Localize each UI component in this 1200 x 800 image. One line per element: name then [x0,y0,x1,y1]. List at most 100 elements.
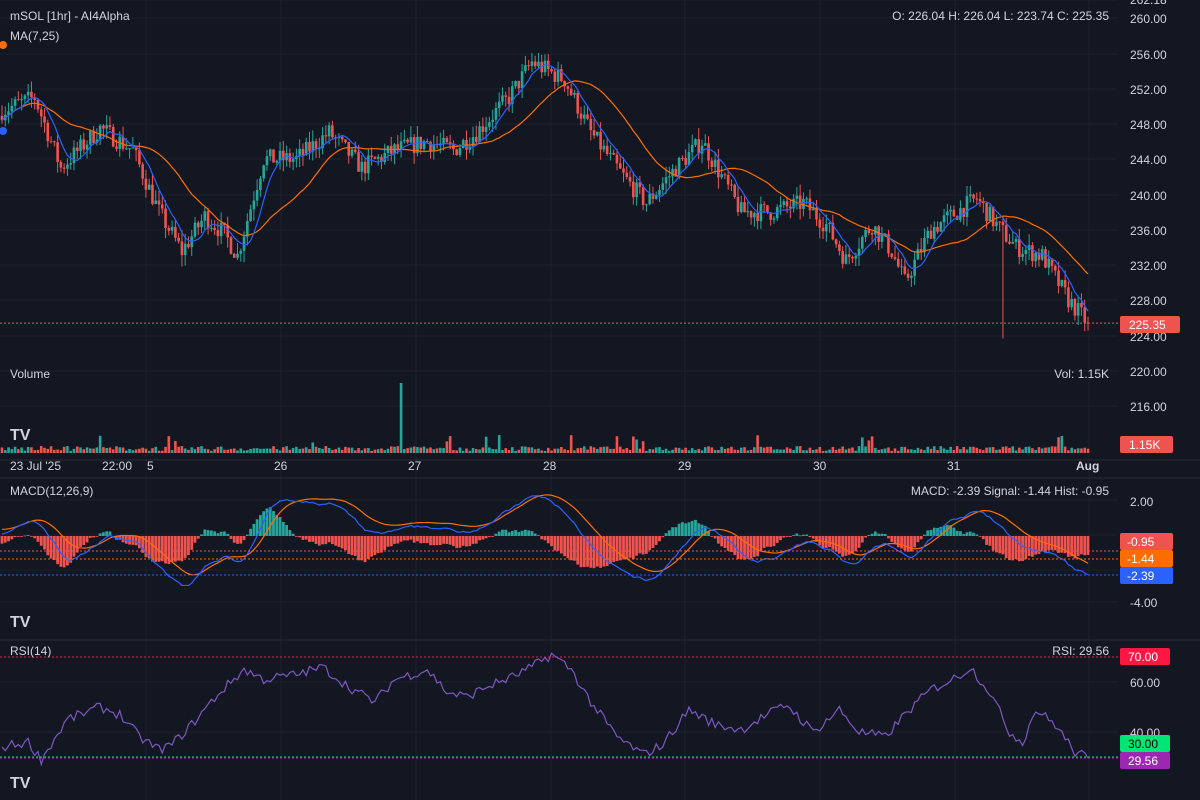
volume-bar [913,449,916,453]
macd-hist-bar [327,536,331,543]
candle-body [180,241,184,256]
macd-hist-bar [628,536,632,558]
candle-body [131,147,135,149]
macd-hist-bar [900,536,903,549]
macd-hist-bar [396,536,400,544]
macd-hist-bar [517,532,521,536]
volume-bar [507,449,511,453]
macd-hist-bar [870,533,874,536]
macd-hist-bar [203,529,207,536]
candle-body [556,69,560,82]
candle-body [125,148,128,150]
candle-body [798,195,802,209]
candle-body [373,157,377,159]
macd-hist-bar [1076,536,1080,556]
candle-body [380,156,383,163]
volume-bar [625,448,629,453]
macd-hist-bar [638,536,642,554]
macd-hist-bar [386,536,390,547]
candle-body [707,143,710,161]
candle-body [376,156,380,159]
volume-bar [236,450,239,453]
candle-body [1073,298,1077,316]
candle-body [7,111,10,115]
candle-body [681,157,684,159]
candle-body [592,130,596,136]
candle-body [880,234,884,242]
candle-body [1018,239,1021,258]
volume-bar [321,448,324,453]
macd-hist-bar [553,536,557,551]
candle-body [262,165,265,179]
macd-hist-bar [56,536,60,565]
candle-body [893,257,897,259]
volume-tag: 1.15K [1120,436,1173,453]
volume-bar [108,447,112,453]
volume-bar [687,450,691,453]
volume-bar [10,449,14,453]
volume-bar [540,450,544,453]
volume-bar [782,449,786,453]
macd-hist-bar [1080,536,1083,555]
candle-body [275,160,279,163]
volume-bar [553,448,557,453]
candle-body [370,155,373,158]
volume-bar [632,436,635,453]
candle-body [910,275,913,278]
ma7-marker [0,127,7,135]
volume-bar [524,446,527,453]
price-tick: 240.00 [1130,189,1167,203]
macd-hist-bar [363,536,367,563]
candle-body [282,150,285,161]
macd-hist-bar [546,536,550,544]
candle-body [586,114,589,119]
macd-hist-bar [1027,536,1031,557]
macd-hist-bar [255,519,259,536]
candle-body [860,237,864,249]
volume-bar [396,446,400,453]
ma-legend: MA(7,25) [10,29,59,43]
macd-hist-bar [481,536,485,540]
rsi-lower-tag: 30.00 [1120,735,1170,752]
macd-hist-bar [746,536,750,560]
candle-body [497,101,501,109]
candle-body [481,126,485,132]
candle-body [838,244,841,251]
macd-hist-bar [573,536,576,561]
candle-body [475,137,478,143]
volume-bar [177,446,180,453]
price-tick: 224.00 [1130,330,1167,344]
candle-body [612,152,615,155]
macd-hist-bar [425,536,429,544]
macd-hist-bar [262,511,266,536]
candle-body [739,202,743,213]
candle-body [1004,225,1008,242]
volume-bar [265,448,269,453]
volume-bar [43,447,46,453]
candle-body [144,178,148,190]
volume-bar [360,450,364,453]
candle-body [821,227,825,232]
volume-bar [439,447,442,453]
macd-hist-bar [795,533,799,536]
macd-hist-bar [206,530,210,536]
volume-bar [671,449,674,453]
candle-body [762,204,766,206]
volume-bar [785,447,789,453]
candle-body [759,204,763,222]
candle-body [517,80,521,89]
candle-body [625,172,629,177]
macd-hist-bar [710,536,714,537]
macd-hist-bar [26,535,30,536]
candle-body [1053,265,1057,271]
volume-bar [13,446,17,453]
volume-bar [494,449,498,453]
candle-body [105,125,108,129]
candle-body [527,65,530,67]
macd-hist-bar [409,536,413,540]
candle-body [648,193,651,205]
volume-bar [890,450,894,453]
candle-body [206,211,210,229]
volume-bar [1076,448,1080,453]
